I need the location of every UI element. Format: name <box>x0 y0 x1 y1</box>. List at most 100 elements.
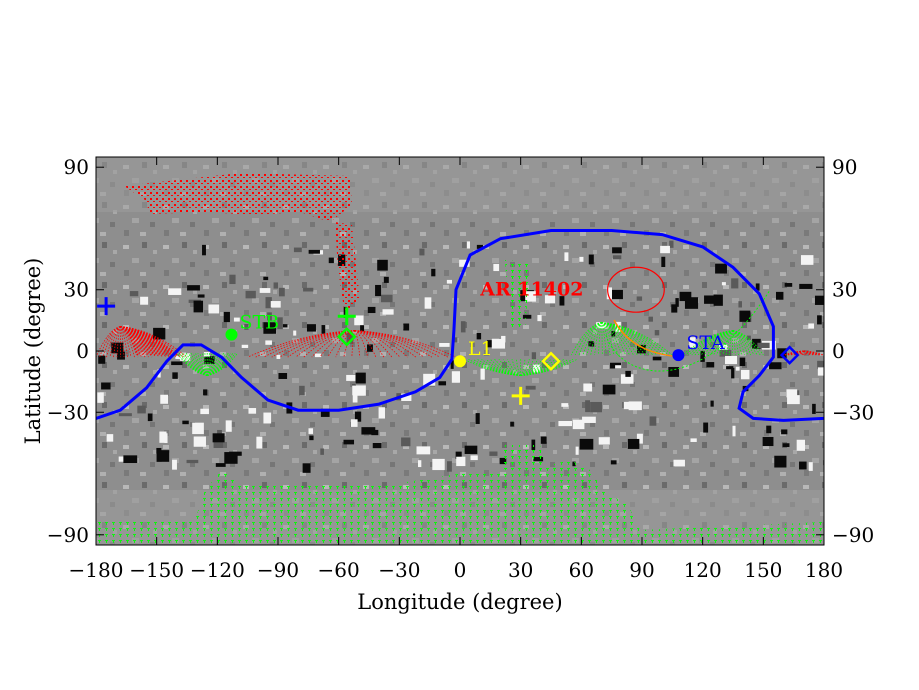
red-field-line <box>354 330 433 358</box>
magnetogram-patch <box>689 337 696 348</box>
magnetogram-patch <box>259 288 271 293</box>
magnetogram-patch <box>757 342 770 349</box>
green-field-line <box>498 358 521 376</box>
magnetogram-patch <box>611 289 623 300</box>
magnetogram-patch <box>328 257 334 264</box>
magnetogram-patch <box>572 419 585 430</box>
red-field-line <box>120 326 178 356</box>
green-field-line <box>502 358 521 376</box>
magnetogram-patch <box>525 291 536 302</box>
x-tick-label: 180 <box>805 558 843 582</box>
green-field-line <box>601 322 630 356</box>
green-field-line <box>178 352 208 376</box>
red-field-line <box>354 330 417 358</box>
magnetogram-patch <box>679 291 692 302</box>
magnetogram-patch <box>159 431 167 443</box>
magnetogram-patch <box>455 451 462 460</box>
magnetogram-patch <box>652 356 662 361</box>
green-field-line <box>601 322 665 356</box>
magnetogram-patch <box>403 323 410 331</box>
green-loop-line <box>605 289 771 372</box>
green-field-line <box>520 358 539 376</box>
green-field-line <box>520 358 543 376</box>
magnetogram-patch <box>197 294 205 298</box>
magnetogram-patch <box>438 381 447 386</box>
magnetogram-patch <box>654 330 660 336</box>
magnetogram-patch <box>475 413 480 424</box>
magnetogram-patch <box>752 338 761 349</box>
magnetogram-patch <box>382 309 394 315</box>
plus-marker <box>511 386 530 405</box>
magnetogram-patch <box>229 274 236 285</box>
green-field-line <box>570 322 602 356</box>
magnetogram-patch <box>193 436 206 447</box>
green-field-line <box>732 330 752 356</box>
field-lines <box>96 173 824 545</box>
magnetogram-patch <box>244 323 249 330</box>
magnetogram-patch <box>598 437 610 445</box>
x-tick-labels: −180 −150 −120 −90 −60 −30 0 30 60 90 120 150 180 <box>69 558 844 582</box>
red-field-line <box>120 326 144 356</box>
magnetogram-patch <box>615 365 621 369</box>
magnetogram-patch <box>648 316 653 322</box>
green-field-line <box>489 358 521 376</box>
diamond-marker <box>541 351 561 371</box>
magnetogram-patch <box>346 374 356 381</box>
x-tick-label: 150 <box>744 558 782 582</box>
magnetogram-patch <box>636 296 643 301</box>
red-field-line <box>354 330 385 358</box>
magnetogram-patch <box>671 304 678 313</box>
magnetogram-patch <box>582 416 596 423</box>
magnetogram-patch <box>812 403 816 414</box>
magnetogram-patch <box>704 295 715 304</box>
magnetogram-patch <box>612 247 622 254</box>
magnetogram-patch <box>588 254 594 265</box>
magnetogram-patch <box>182 420 189 425</box>
magnetogram-patch <box>710 400 714 407</box>
magnetogram-patch <box>245 290 256 299</box>
green-grid-region <box>96 260 824 545</box>
magnetogram-patch <box>265 297 272 309</box>
magnetogram-patch <box>755 283 760 291</box>
magnetogram-patch <box>799 461 807 470</box>
magnetogram-patch <box>306 324 316 332</box>
magnetogram-patch <box>273 282 279 289</box>
red-field-line <box>120 326 154 356</box>
neutral-line <box>96 229 824 422</box>
magnetogram-patch <box>453 337 458 343</box>
magnetogram-patch <box>417 460 422 468</box>
green-field-line <box>181 352 208 376</box>
magnetogram-patch <box>493 263 500 272</box>
magnetogram-patch <box>808 462 813 471</box>
x-tick-label: −90 <box>257 558 299 582</box>
right-y-tick-label: −90 <box>832 523 874 547</box>
magnetogram-patch <box>746 335 751 341</box>
magnetogram-patch <box>375 284 382 297</box>
magnetogram-patch <box>380 294 393 303</box>
magnetogram-patch <box>355 372 366 384</box>
x-tick-label: −30 <box>378 558 420 582</box>
magnetogram-patch <box>781 429 788 435</box>
right-y-tick-label: 30 <box>832 278 857 302</box>
green-field-line <box>601 322 619 356</box>
magnetogram-patch <box>229 451 242 456</box>
y-tick-label: 30 <box>64 278 89 302</box>
magnetogram-patch <box>583 383 593 392</box>
magnetogram-patch <box>579 438 594 450</box>
axis-ticks <box>95 157 825 545</box>
magnetogram-patch <box>282 324 288 328</box>
magnetogram-patch <box>611 331 616 337</box>
red-field-line <box>354 330 441 358</box>
magnetogram-patch <box>200 408 209 415</box>
magnetogram-patch <box>731 278 739 289</box>
magnetogram-patch <box>263 322 277 334</box>
magnetogram-patch <box>360 325 365 332</box>
green-field-line <box>485 358 521 376</box>
magnetogram-patch <box>796 439 806 451</box>
red-field-line <box>120 326 148 356</box>
magnetogram-patch <box>233 317 240 322</box>
magnetogram-patch <box>738 301 742 308</box>
magnetogram-patch <box>489 451 498 456</box>
magnetogram-patch <box>267 312 272 321</box>
magnetogram-patch <box>786 389 798 398</box>
